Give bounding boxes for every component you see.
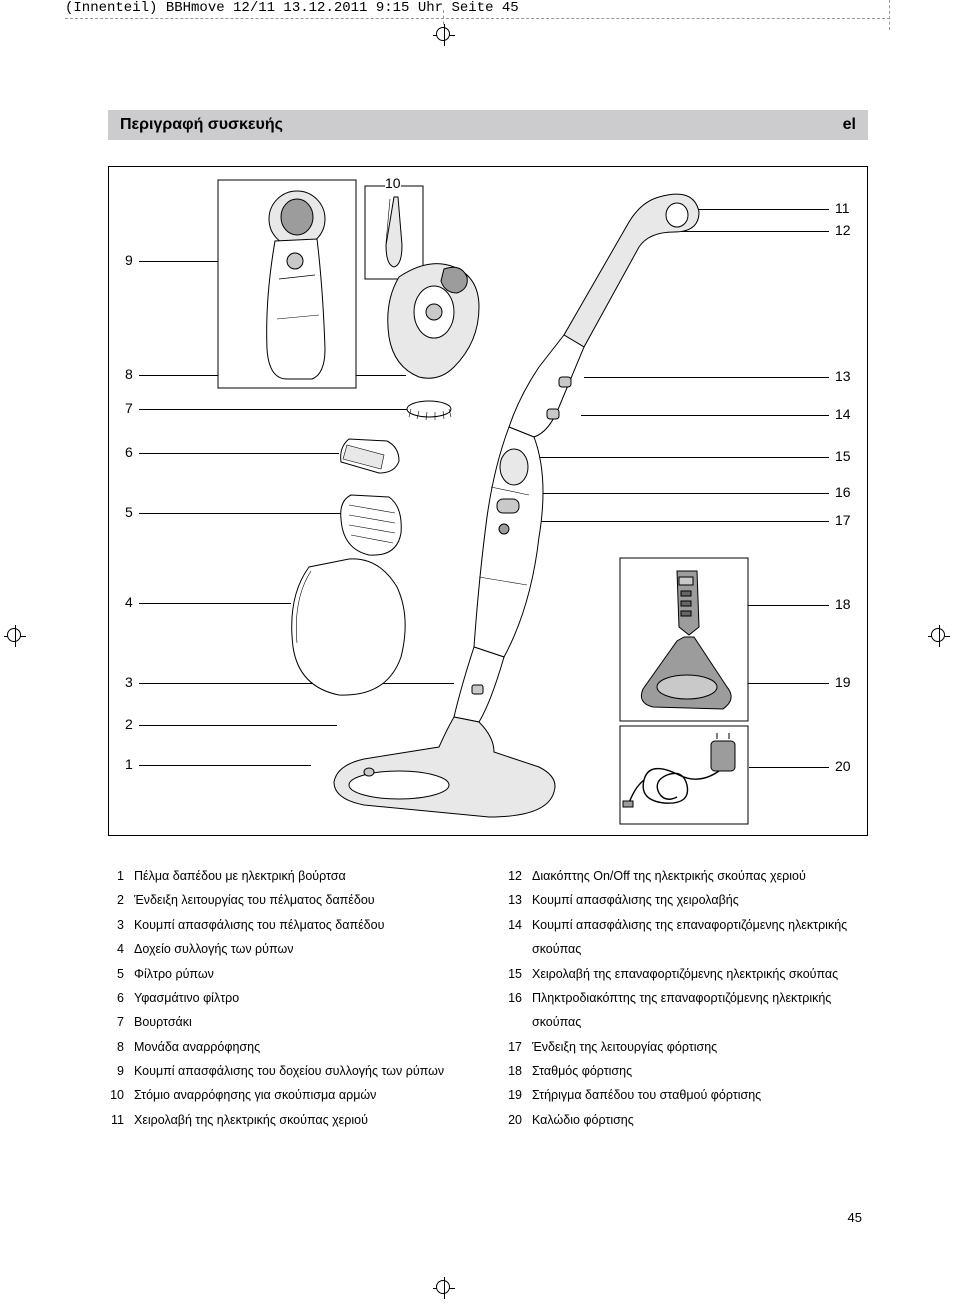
legend-text: Ένδειξη της λειτουργίας φόρτισης (532, 1035, 868, 1059)
callout-14: 14 (835, 406, 851, 422)
legend-item: 18Σταθμός φόρτισης (506, 1059, 868, 1083)
callout-1: 1 (125, 756, 133, 772)
callout-4: 4 (125, 594, 133, 610)
legend-number: 11 (108, 1108, 134, 1132)
crop-header: (Innenteil) BBHmove 12/11 13.12.2011 9:1… (65, 0, 890, 19)
legend-item: 1Πέλμα δαπέδου με ηλεκτρική βούρτσα (108, 864, 470, 888)
legend-text: Στήριγμα δαπέδου του σταθμού φόρτισης (532, 1083, 868, 1107)
legend-number: 7 (108, 1010, 134, 1034)
legend-item: 16Πληκτροδιακόπτης της επαναφορτιζόμενης… (506, 986, 868, 1035)
legend-number: 20 (506, 1108, 532, 1132)
section-title-bar: Περιγραφή συσκευής el (108, 110, 868, 140)
callout-20: 20 (835, 758, 851, 774)
legend-item: 17Ένδειξη της λειτουργίας φόρτισης (506, 1035, 868, 1059)
legend-number: 12 (506, 864, 532, 888)
callout-2: 2 (125, 716, 133, 732)
legend-text: Δοχείο συλλογής των ρύπων (134, 937, 470, 961)
inset-charging-cable (619, 725, 749, 825)
language-code: el (843, 116, 856, 134)
callout-line (749, 767, 829, 768)
legend-number: 6 (108, 986, 134, 1010)
legend-number: 4 (108, 937, 134, 961)
legend-text: Μονάδα αναρρόφησης (134, 1035, 470, 1059)
registration-mark-bottom (433, 1277, 455, 1299)
legend-number: 10 (108, 1083, 134, 1107)
legend-text: Διακόπτης On/Off της ηλεκτρικής σκούπας … (532, 864, 868, 888)
legend-text: Κουμπί απασφάλισης του πέλματος δαπέδου (134, 913, 470, 937)
registration-mark-left (4, 625, 26, 647)
legend-number: 19 (506, 1083, 532, 1107)
page-number: 45 (848, 1210, 862, 1225)
legend-number: 15 (506, 962, 532, 986)
legend-item: 15Χειρολαβή της επαναφορτιζόμενης ηλεκτρ… (506, 962, 868, 986)
legend-number: 9 (108, 1059, 134, 1083)
callout-8: 8 (125, 366, 133, 382)
legend-number: 1 (108, 864, 134, 888)
callout-16: 16 (835, 484, 851, 500)
legend-number: 3 (108, 913, 134, 937)
callout-line (139, 261, 219, 262)
callout-6: 6 (125, 444, 133, 460)
section-title: Περιγραφή συσκευής (120, 116, 283, 134)
legend-text: Καλώδιο φόρτισης (532, 1108, 868, 1132)
callout-5: 5 (125, 504, 133, 520)
legend-number: 18 (506, 1059, 532, 1083)
legend-number: 13 (506, 888, 532, 912)
callout-15: 15 (835, 448, 851, 464)
legend-item: 6Υφασμάτινο φίλτρο (108, 986, 470, 1010)
legend-text: Κουμπί απασφάλισης της χειρολαβής (532, 888, 868, 912)
legend-number: 16 (506, 986, 532, 1035)
legend-item: 10Στόμιο αναρρόφησης για σκούπισμα αρμών (108, 1083, 470, 1107)
legend-text: Πληκτροδιακόπτης της επαναφορτιζόμενης η… (532, 986, 868, 1035)
legend-text: Ένδειξη λειτουργίας του πέλματος δαπέδου (134, 888, 470, 912)
legend-text: Χειρολαβή της επαναφορτιζόμενης ηλεκτρικ… (532, 962, 868, 986)
callout-7: 7 (125, 400, 133, 416)
legend-text: Φίλτρο ρύπων (134, 962, 470, 986)
callout-3: 3 (125, 674, 133, 690)
legend-text: Κουμπί απασφάλισης του δοχείου συλλογής … (134, 1059, 470, 1083)
legend-text: Στόμιο αναρρόφησης για σκούπισμα αρμών (134, 1083, 470, 1107)
registration-mark-top (433, 24, 455, 46)
callout-10: 10 (385, 175, 401, 191)
legend-item: 9Κουμπί απασφάλισης του δοχείου συλλογής… (108, 1059, 470, 1083)
crop-mark-right (889, 0, 890, 30)
device-diagram: 10 (108, 166, 868, 836)
legend-item: 19Στήριγμα δαπέδου του σταθμού φόρτισης (506, 1083, 868, 1107)
legend-item: 11Χειρολαβή της ηλεκτρικής σκούπας χεριο… (108, 1108, 470, 1132)
legend-text: Βουρτσάκι (134, 1010, 470, 1034)
callout-12: 12 (835, 222, 851, 238)
legend-number: 8 (108, 1035, 134, 1059)
legend-item: 2Ένδειξη λειτουργίας του πέλματος δαπέδο… (108, 888, 470, 912)
parts-legend: 1Πέλμα δαπέδου με ηλεκτρική βούρτσα2Ένδε… (108, 864, 868, 1132)
legend-number: 5 (108, 962, 134, 986)
callout-line (139, 603, 291, 604)
legend-item: 14Κουμπί απασφάλισης της επαναφορτιζόμεν… (506, 913, 868, 962)
legend-item: 20Καλώδιο φόρτισης (506, 1108, 868, 1132)
legend-item: 3Κουμπί απασφάλισης του πέλματος δαπέδου (108, 913, 470, 937)
legend-text: Πέλμα δαπέδου με ηλεκτρική βούρτσα (134, 864, 470, 888)
legend-item: 4Δοχείο συλλογής των ρύπων (108, 937, 470, 961)
registration-mark-right (928, 625, 950, 647)
legend-text: Κουμπί απασφάλισης της επαναφορτιζόμενης… (532, 913, 868, 962)
callout-11: 11 (835, 200, 850, 216)
legend-number: 2 (108, 888, 134, 912)
callout-19: 19 (835, 674, 851, 690)
legend-text: Σταθμός φόρτισης (532, 1059, 868, 1083)
legend-item: 12Διακόπτης On/Off της ηλεκτρικής σκούπα… (506, 864, 868, 888)
legend-number: 17 (506, 1035, 532, 1059)
legend-number: 14 (506, 913, 532, 962)
callout-9: 9 (125, 252, 133, 268)
callout-18: 18 (835, 596, 851, 612)
callout-17: 17 (835, 512, 851, 528)
legend-item: 8Μονάδα αναρρόφησης (108, 1035, 470, 1059)
legend-item: 5Φίλτρο ρύπων (108, 962, 470, 986)
inset-charging-station (619, 557, 749, 722)
legend-item: 13Κουμπί απασφάλισης της χειρολαβής (506, 888, 868, 912)
legend-item: 7Βουρτσάκι (108, 1010, 470, 1034)
legend-text: Υφασμάτινο φίλτρο (134, 986, 470, 1010)
legend-text: Χειρολαβή της ηλεκτρικής σκούπας χεριού (134, 1108, 470, 1132)
callout-13: 13 (835, 368, 851, 384)
